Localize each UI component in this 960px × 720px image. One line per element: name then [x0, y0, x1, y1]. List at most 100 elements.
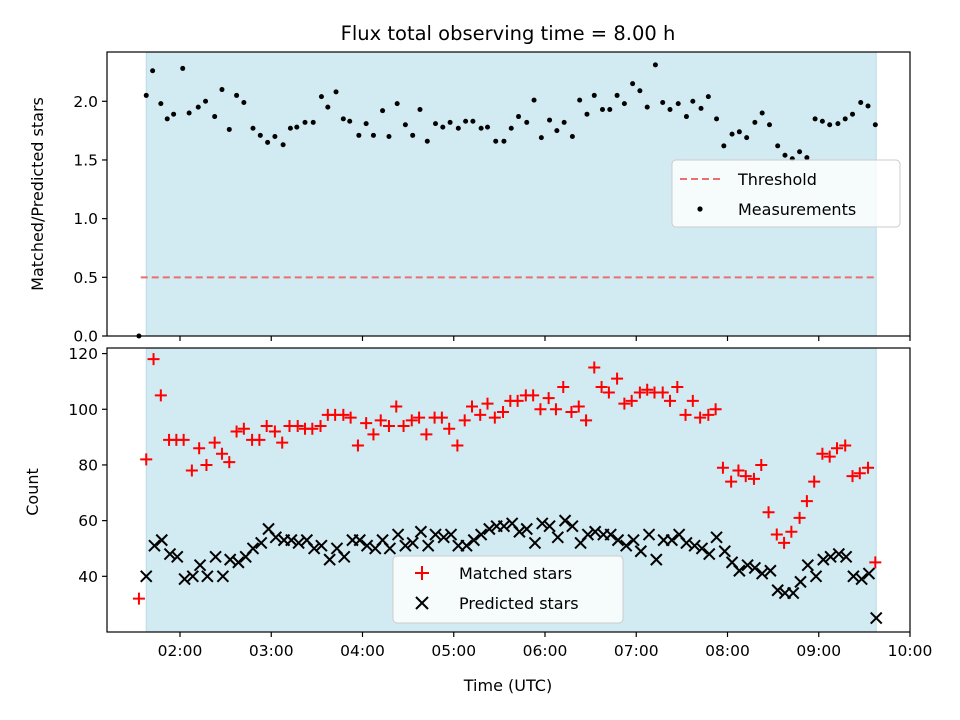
predicted-star-point	[460, 539, 473, 552]
chart-title: Flux total observing time = 8.00 h	[341, 22, 676, 45]
matched-star-point	[185, 464, 198, 477]
predicted-star-point	[771, 584, 784, 597]
matched-star-point	[656, 386, 669, 399]
predicted-star-point	[710, 531, 723, 544]
measurement-point	[325, 104, 331, 110]
measurement-point	[171, 111, 177, 117]
measurement-point	[402, 122, 408, 128]
matched-star-point	[618, 397, 631, 410]
top-axes-frame	[106, 51, 911, 337]
predicted-star-point	[209, 550, 222, 564]
measurement-point	[158, 101, 164, 107]
measurement-point	[493, 138, 499, 144]
matched-star-point	[549, 403, 562, 416]
predicted-star-point	[680, 536, 693, 550]
predicted-star-point	[741, 558, 754, 572]
top-y-tick-label: 0.5	[73, 269, 98, 287]
matched-star-point	[770, 528, 783, 541]
matched-star-point	[337, 408, 350, 421]
measurement-point	[591, 92, 597, 98]
matched-star-point	[208, 436, 221, 449]
predicted-star-point	[232, 556, 245, 569]
predicted-star-point	[178, 572, 191, 586]
measurement-point	[394, 101, 400, 107]
x-tick-label: 06:00	[523, 642, 568, 660]
measurement-point	[356, 132, 362, 138]
matched-star-point	[800, 495, 813, 508]
predicted-star-point	[360, 539, 374, 552]
measurement-point	[186, 110, 192, 116]
matched-star-point	[511, 394, 524, 407]
matched-star-point	[702, 408, 715, 421]
predicted-star-point	[467, 533, 481, 547]
measurement-point	[508, 125, 514, 131]
measurement-point	[872, 122, 878, 128]
measurement-point	[318, 94, 324, 100]
measurement-point	[219, 87, 225, 93]
measurement-point	[516, 114, 522, 120]
predicted-star-point	[604, 528, 617, 541]
matched-star-point	[739, 470, 752, 483]
measurement-point	[280, 142, 286, 148]
measurement-point	[433, 121, 438, 127]
predicted-star-point	[338, 550, 351, 564]
measurement-point	[463, 118, 469, 124]
matched-star-point	[367, 428, 380, 441]
matched-star-point	[823, 450, 836, 463]
predicted-star-point	[255, 536, 268, 550]
predicted-star-point	[543, 519, 556, 533]
measurement-point	[569, 133, 575, 139]
predicted-star-point	[566, 519, 579, 533]
x-tick-label: 10:00	[888, 642, 933, 660]
measurement-point	[234, 92, 240, 98]
measurement-point	[363, 121, 369, 127]
predicted-star-point	[718, 545, 731, 558]
predicted-star-point	[786, 586, 800, 600]
matched-star-point	[497, 406, 510, 419]
predicted-star-point	[520, 522, 533, 536]
predicted-star-point	[421, 539, 435, 552]
bottom-axes-frame	[106, 347, 911, 633]
predicted-star-point	[437, 531, 450, 544]
predicted-star-point	[399, 539, 412, 552]
matched-star-point	[344, 411, 357, 424]
measurement-point	[865, 103, 871, 109]
measurement-point	[858, 99, 864, 105]
predicted-star-point	[688, 539, 701, 552]
matched-star-point	[595, 380, 608, 393]
x-tick-label: 08:00	[705, 642, 750, 660]
matched-star-point	[557, 380, 570, 393]
predicted-star-point	[794, 575, 807, 589]
measurement-point	[478, 125, 484, 131]
matched-star-point	[793, 511, 806, 524]
matched-star-point	[778, 536, 791, 549]
predicted-star-point	[163, 547, 177, 561]
matched-star-point	[154, 389, 167, 402]
matched-star-point	[625, 394, 638, 407]
bottom-legend: Matched stars Predicted stars	[392, 555, 624, 624]
measurement-point	[547, 117, 553, 123]
matched-star-point	[360, 417, 373, 430]
predicted-star-point	[755, 567, 769, 580]
matched-star-point	[481, 397, 494, 410]
measurement-point	[683, 114, 689, 120]
matched-star-point	[397, 419, 410, 432]
matched-star-point	[839, 439, 852, 452]
matched-star-point	[831, 442, 843, 455]
matched-star-point	[534, 403, 547, 416]
matched-star-point	[853, 467, 866, 480]
measurement-point	[714, 116, 720, 122]
matched-star-point	[732, 464, 745, 477]
matched-star-point	[260, 419, 273, 432]
measurement-point	[447, 119, 453, 125]
matched-star-point	[291, 419, 304, 432]
measurement-point	[660, 99, 666, 105]
x-tick-label: 09:00	[796, 642, 841, 660]
measurement-point	[410, 132, 416, 138]
measurement-point	[287, 125, 293, 131]
top-y-tick-label: 0.0	[73, 328, 98, 346]
top-y-tick-label: 2.0	[73, 93, 98, 111]
matched-star-point	[314, 419, 327, 432]
matched-star-point	[268, 425, 281, 438]
